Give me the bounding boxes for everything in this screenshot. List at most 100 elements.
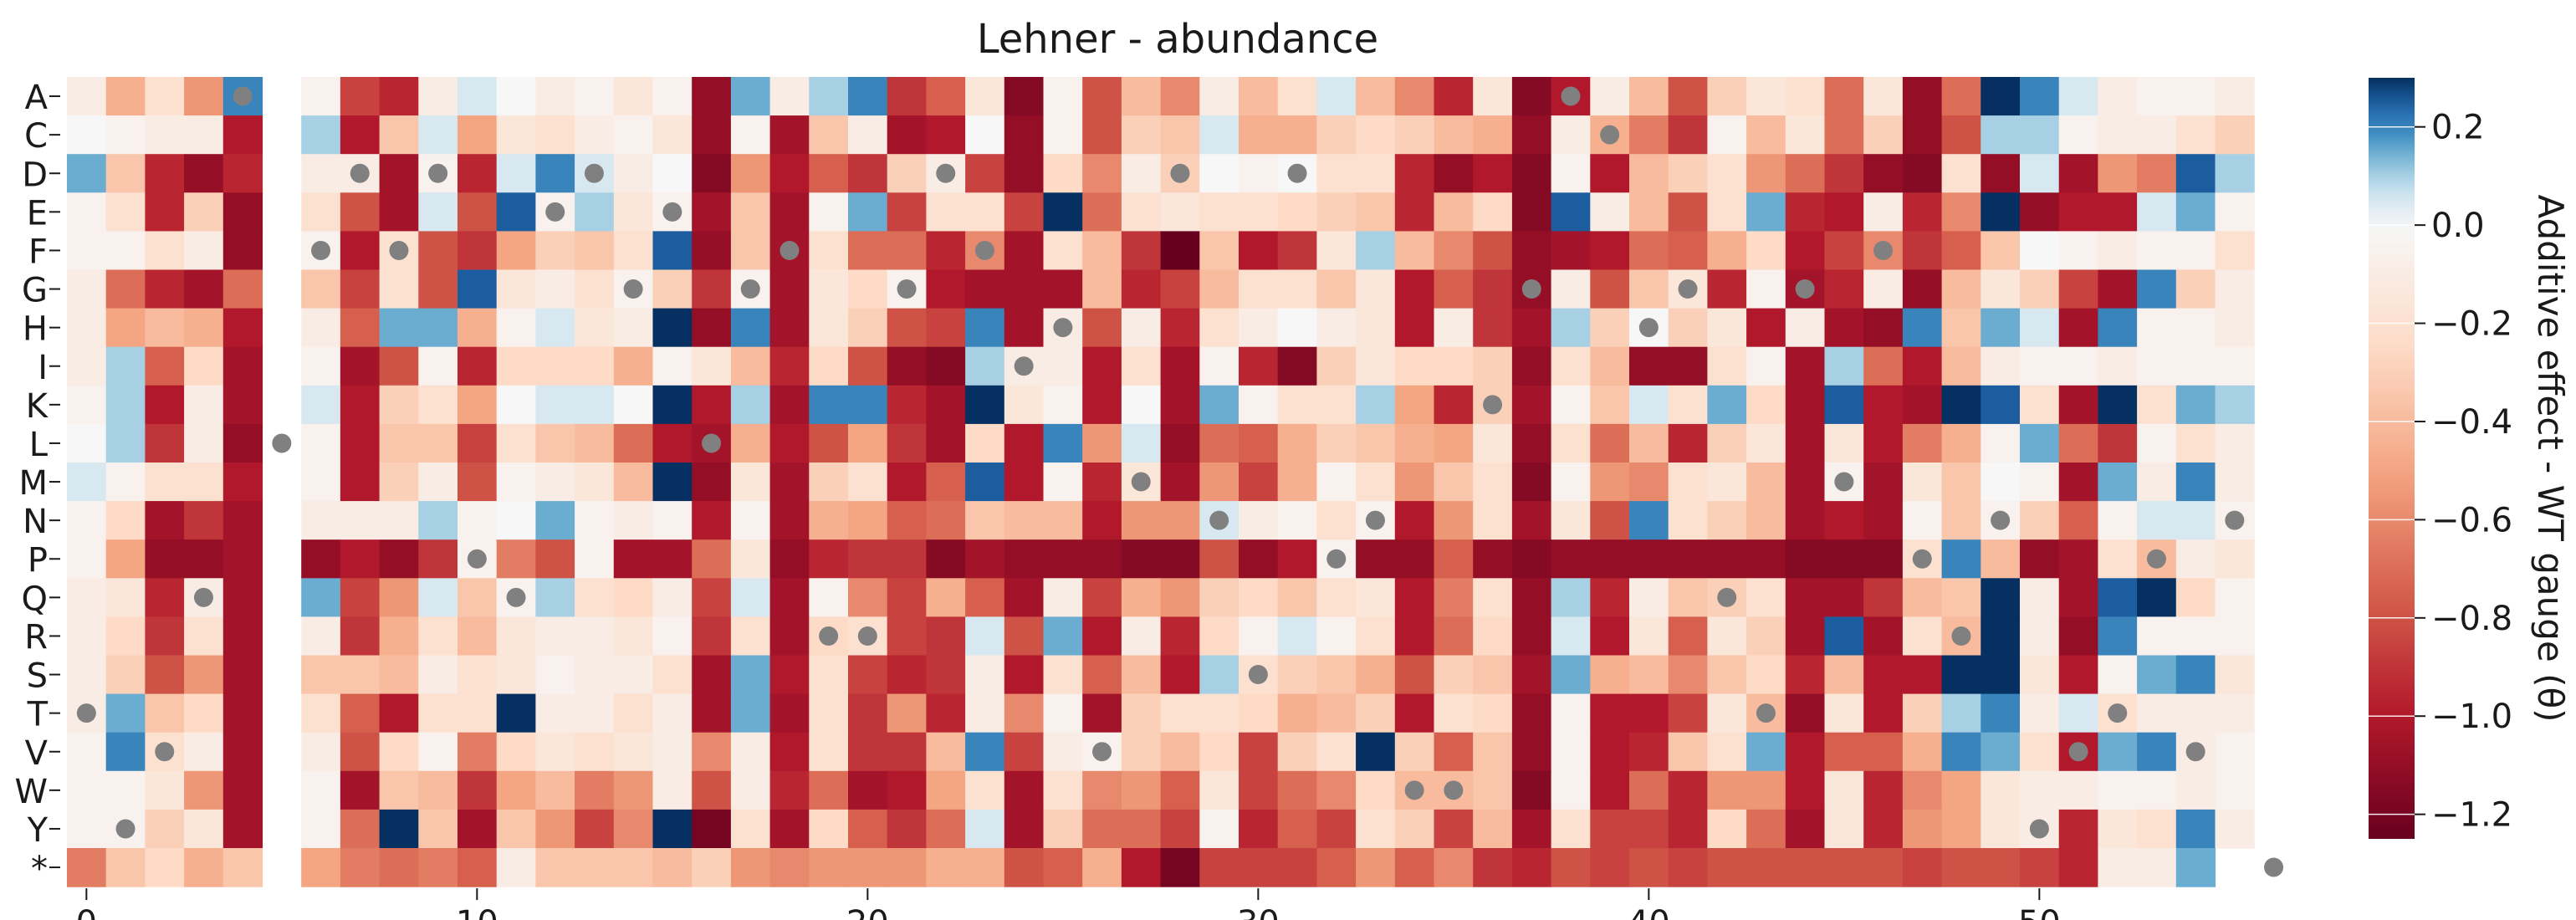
heatmap-cell xyxy=(1473,693,1513,733)
heatmap-cell xyxy=(730,385,771,425)
heatmap-cell xyxy=(809,115,849,155)
heatmap-cell xyxy=(848,732,888,772)
heatmap-cell xyxy=(2020,848,2060,887)
heatmap-cell xyxy=(1199,655,1239,695)
heatmap-cell xyxy=(1356,463,1396,502)
heatmap-cell xyxy=(340,770,381,810)
heatmap-cell xyxy=(848,154,888,193)
heatmap-cell xyxy=(1668,693,1708,733)
heatmap-cell xyxy=(1981,385,2021,425)
heatmap-cell xyxy=(145,809,185,849)
heatmap-cell xyxy=(692,154,732,193)
heatmap-cell xyxy=(105,346,146,386)
wild-type-dot xyxy=(2264,857,2284,877)
heatmap-cell xyxy=(67,501,107,540)
heatmap-cell xyxy=(67,848,107,887)
heatmap-cell xyxy=(2137,385,2177,425)
heatmap-cell xyxy=(145,385,185,425)
wild-type-markers xyxy=(76,86,2284,877)
heatmap-cell xyxy=(887,809,927,849)
heatmap-cell xyxy=(222,655,263,695)
heatmap-cell xyxy=(769,848,810,887)
heatmap-cell xyxy=(105,770,146,810)
heatmap-cell xyxy=(965,578,1005,617)
heatmap-cell xyxy=(2058,269,2098,309)
wild-type-dot xyxy=(193,587,213,607)
heatmap-cell xyxy=(1551,655,1591,695)
heatmap-cell xyxy=(848,693,888,733)
heatmap-cell xyxy=(2175,463,2216,502)
heatmap-cell xyxy=(1316,848,1357,887)
heatmap-cell xyxy=(1707,463,1747,502)
heatmap-cell xyxy=(1863,154,1904,193)
heatmap-cell xyxy=(1356,423,1396,463)
heatmap-cell xyxy=(1785,848,1826,887)
heatmap-cell xyxy=(184,308,224,348)
y-tick-label: H xyxy=(23,310,48,349)
heatmap-cell xyxy=(222,693,263,733)
heatmap-cell xyxy=(692,655,732,695)
heatmap-cell xyxy=(1707,848,1747,887)
heatmap-cell xyxy=(1394,269,1435,309)
heatmap-cell xyxy=(340,308,381,348)
heatmap-cell xyxy=(1551,732,1591,772)
heatmap-cell xyxy=(222,308,263,348)
heatmap-cell xyxy=(1746,616,1786,657)
heatmap-cell xyxy=(1316,578,1357,617)
heatmap-cell xyxy=(418,269,458,309)
heatmap-cell xyxy=(67,231,107,271)
heatmap-cell xyxy=(769,346,810,386)
heatmap-cell xyxy=(2098,578,2138,617)
heatmap-cell xyxy=(769,501,810,540)
heatmap-cell xyxy=(1199,809,1239,849)
x-axis: 0 10 20 30 40 50 xyxy=(76,888,2061,920)
heatmap-cell xyxy=(730,770,771,810)
heatmap-cell xyxy=(575,732,615,772)
heatmap-cell xyxy=(1551,578,1591,617)
heatmap-cell xyxy=(1239,346,1279,386)
heatmap-cell xyxy=(1941,578,1981,617)
heatmap-cell xyxy=(1668,616,1708,657)
heatmap-cell xyxy=(1316,770,1357,810)
heatmap-cell xyxy=(105,192,146,232)
heatmap-cell xyxy=(184,693,224,733)
heatmap-cell xyxy=(1277,578,1317,617)
heatmap-cell xyxy=(1785,154,1826,193)
wild-type-dot xyxy=(1912,549,1932,569)
heatmap-cell xyxy=(1082,539,1122,579)
wild-type-dot xyxy=(545,202,565,222)
heatmap-cell xyxy=(1121,809,1162,849)
heatmap-cell xyxy=(340,423,381,463)
heatmap-cell xyxy=(1160,231,1200,271)
heatmap-cell xyxy=(1981,308,2021,348)
heatmap-cell xyxy=(965,77,1005,116)
heatmap-cell xyxy=(67,77,107,116)
heatmap-cell xyxy=(379,809,419,849)
heatmap-cell xyxy=(1824,192,1864,232)
heatmap-cell xyxy=(769,77,810,116)
heatmap-cell xyxy=(1473,616,1513,657)
heatmap-cell xyxy=(1511,770,1552,810)
heatmap-cell xyxy=(730,848,771,887)
heatmap-cell xyxy=(926,423,966,463)
heatmap-cell xyxy=(1511,578,1552,617)
heatmap-cell xyxy=(1824,154,1864,193)
heatmap-cell xyxy=(730,809,771,849)
wild-type-dot xyxy=(1092,742,1112,762)
heatmap-cell xyxy=(1707,423,1747,463)
heatmap-cell xyxy=(1981,192,2021,232)
wild-type-dot xyxy=(662,202,682,222)
heatmap-cell xyxy=(1941,693,1981,733)
heatmap-cell xyxy=(496,501,536,540)
heatmap-cell xyxy=(1668,539,1708,579)
heatmap-cell xyxy=(692,308,732,348)
heatmap-cell xyxy=(184,655,224,695)
heatmap-cell xyxy=(1785,77,1826,116)
heatmap-cell xyxy=(1746,192,1786,232)
heatmap-cell xyxy=(2175,616,2216,657)
heatmap-cell xyxy=(2175,693,2216,733)
heatmap-cell xyxy=(535,732,575,772)
heatmap-cell xyxy=(2137,154,2177,193)
y-tick-label: Y xyxy=(27,811,49,850)
